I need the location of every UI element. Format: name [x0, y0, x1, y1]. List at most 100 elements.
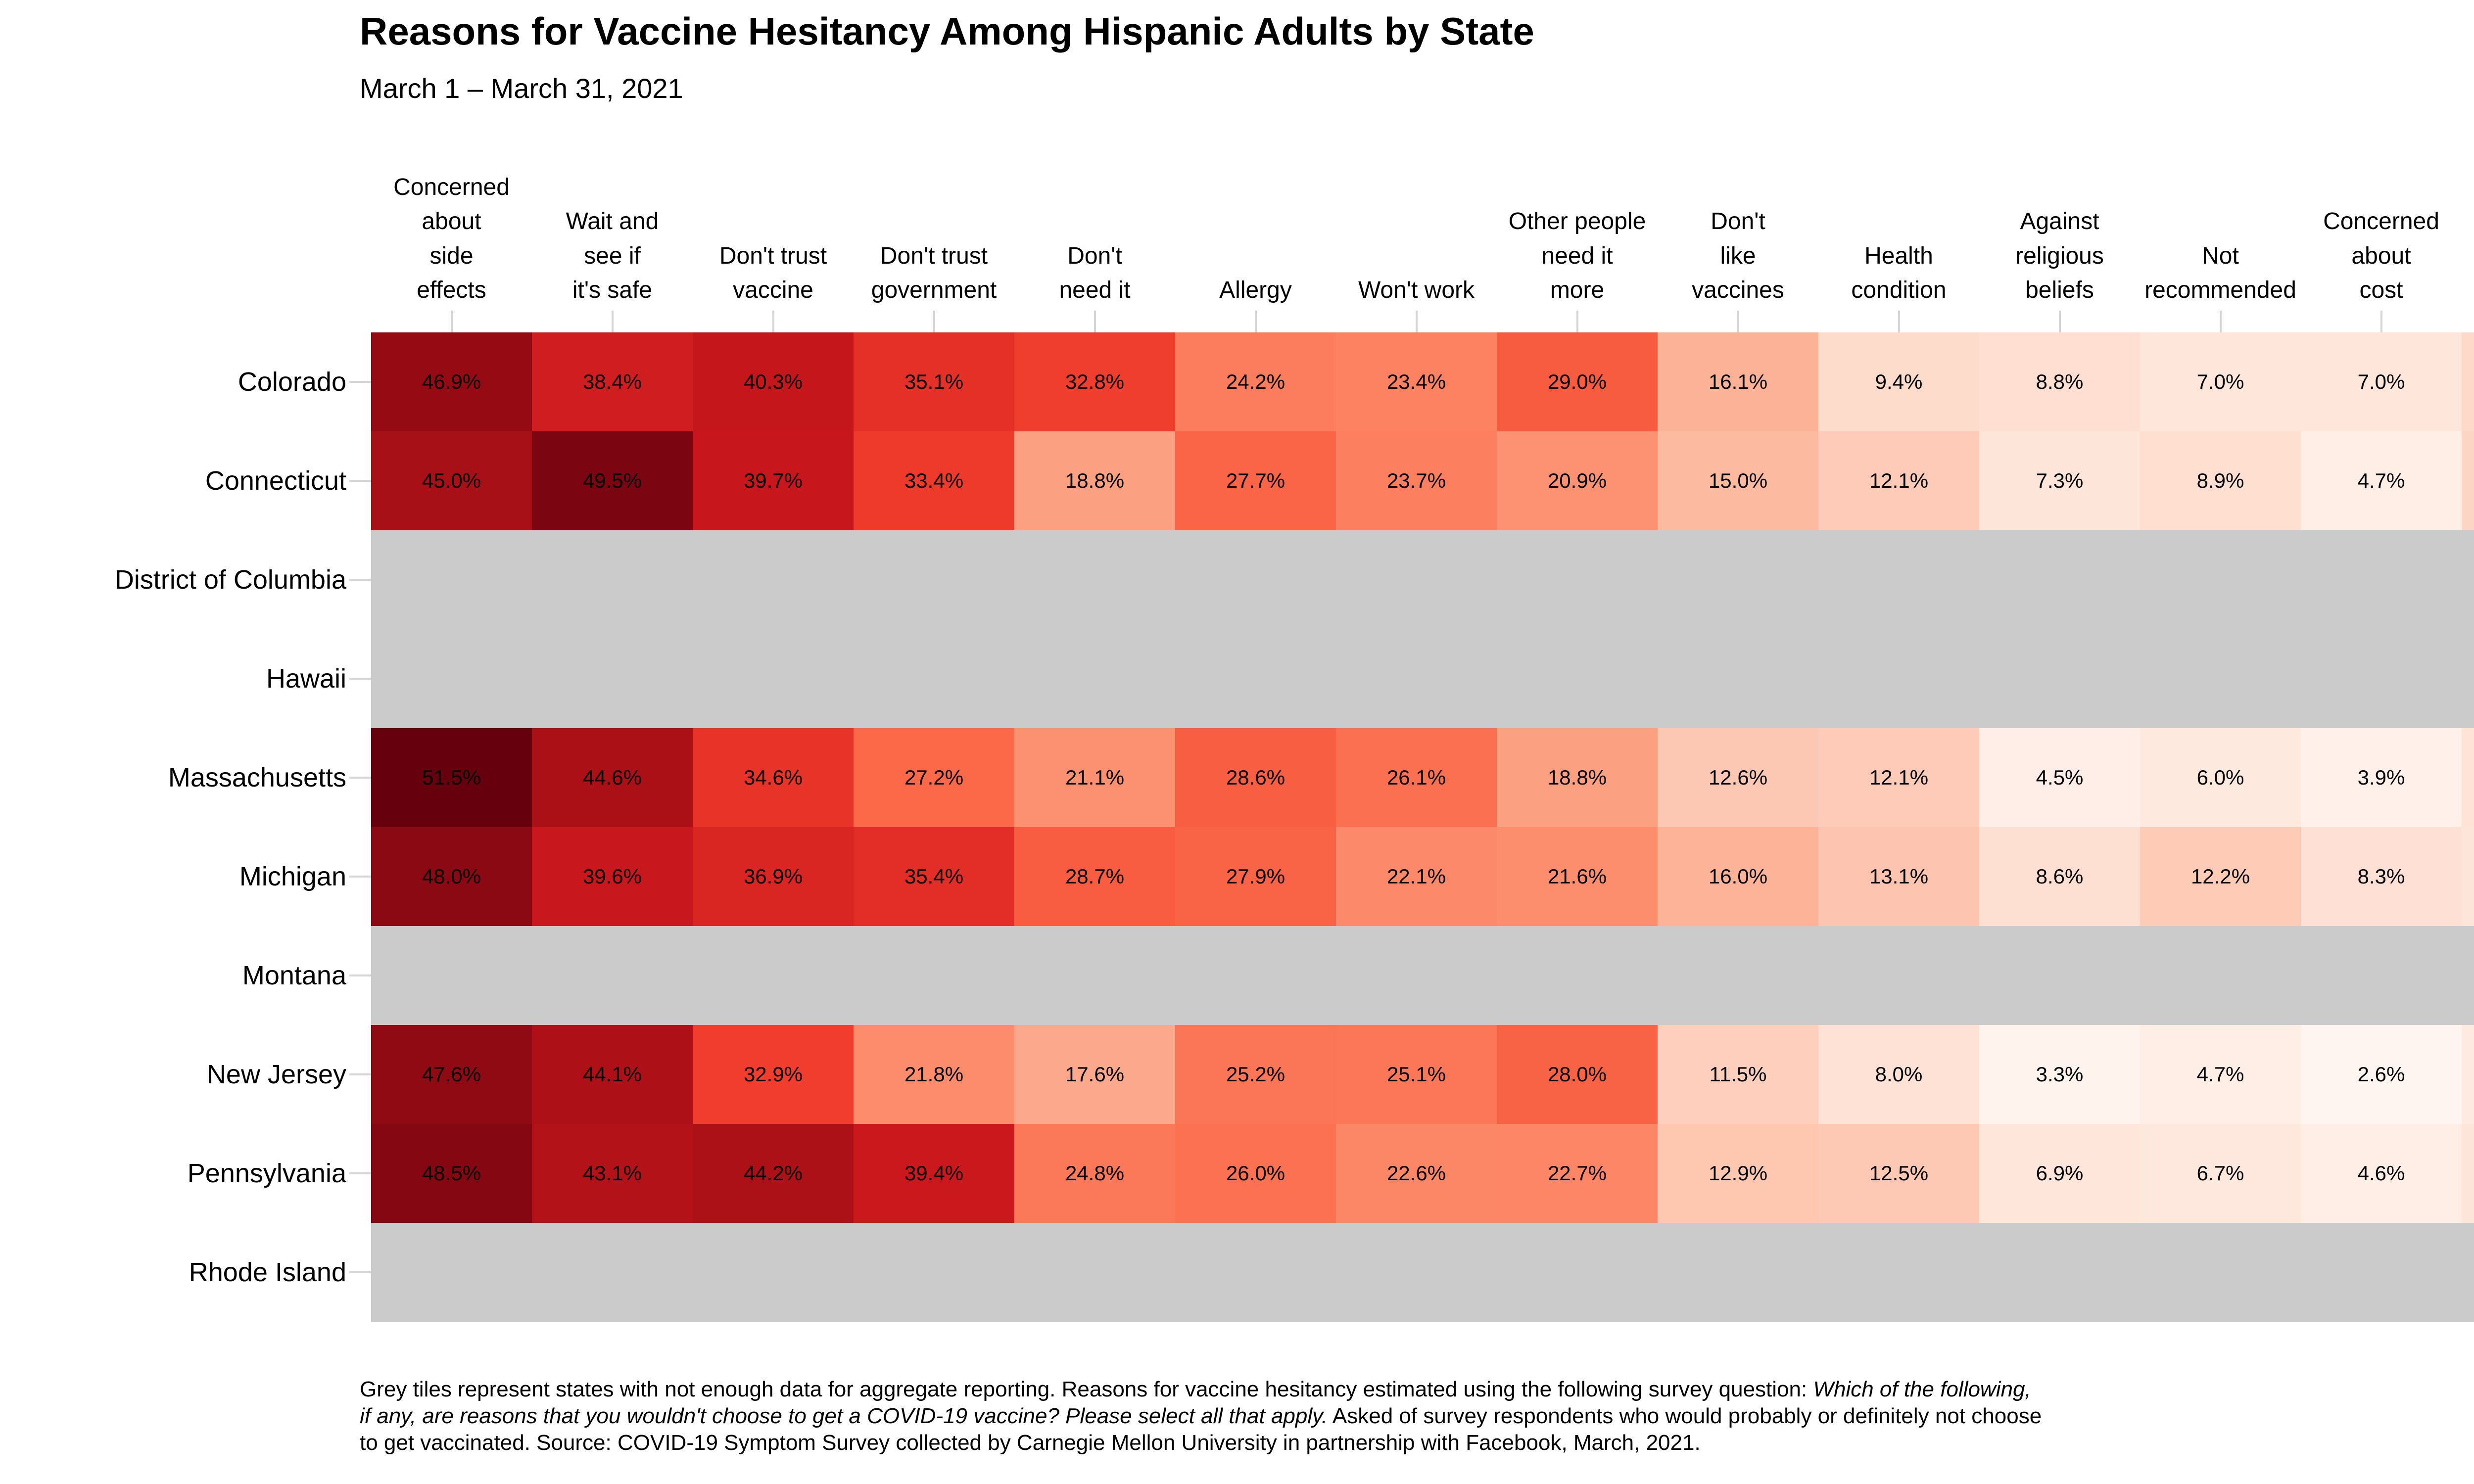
- heatmap-cell: 27.7%: [1175, 431, 1336, 530]
- cell-value-label: 12.6%: [1708, 766, 1768, 789]
- no-data-row: [371, 926, 2474, 1025]
- column-header: Concerned about cost: [2323, 208, 2439, 304]
- cell-value-label: 7.3%: [2036, 469, 2084, 492]
- cell-value-label: 12.5%: [1869, 1161, 1929, 1185]
- cell-value-label: 20.9%: [1547, 469, 1607, 492]
- cell-value-label: 29.0%: [1547, 370, 1607, 393]
- left-axis-tick: [349, 1073, 371, 1075]
- cell-value-label: 9.4%: [1875, 370, 1923, 393]
- heatmap-cell: 18.8%: [1014, 431, 1175, 530]
- heatmap-cell: 44.1%: [532, 1025, 693, 1124]
- top-axis-tick: [933, 311, 935, 332]
- cell-value-label: 34.6%: [743, 766, 803, 789]
- cell-value-label: 6.0%: [2196, 766, 2244, 789]
- heatmap-cell: 48.0%: [371, 827, 532, 926]
- cell-value-label: 7.0%: [2357, 370, 2405, 393]
- heatmap-cell: 5.7%: [2462, 1025, 2474, 1124]
- column-header: Don't need it: [1059, 242, 1131, 304]
- column-header: Not recommended: [2144, 242, 2296, 304]
- cell-value-label: 32.9%: [743, 1063, 803, 1086]
- heatmap-cell: 26.1%: [1336, 728, 1497, 827]
- cell-value-label: 12.1%: [1869, 766, 1929, 789]
- cell-value-label: 46.9%: [422, 370, 481, 393]
- heatmap-cell: 28.7%: [1014, 827, 1175, 926]
- heatmap-cell: 21.8%: [854, 1025, 1014, 1124]
- cell-value-label: 48.0%: [422, 865, 481, 888]
- cell-value-label: 7.0%: [2196, 370, 2244, 393]
- cell-value-label: 12.2%: [2190, 865, 2250, 888]
- cell-value-label: 44.2%: [743, 1161, 803, 1185]
- cell-value-label: 27.9%: [1226, 865, 1285, 888]
- heatmap-cell: 12.9%: [1658, 1124, 1818, 1223]
- cell-value-label: 33.4%: [904, 469, 964, 492]
- cell-value-label: 47.6%: [422, 1063, 481, 1086]
- heatmap-cell: 3.3%: [1979, 1025, 2140, 1124]
- heatmap-cell: 32.9%: [693, 1025, 854, 1124]
- heatmap-cell: 4.6%: [2301, 1124, 2462, 1223]
- heatmap-cell: 49.5%: [532, 431, 693, 530]
- cell-value-label: 24.2%: [1226, 370, 1285, 393]
- row-label: Rhode Island: [189, 1257, 346, 1287]
- heatmap-cell: 47.6%: [371, 1025, 532, 1124]
- heatmap-cell: 16.0%: [1658, 827, 1818, 926]
- heatmap-cell: 8.0%: [1818, 1025, 1979, 1124]
- top-axis-tick: [1415, 311, 1418, 332]
- cell-value-label: 16.0%: [1708, 865, 1768, 888]
- top-axis-tick: [2380, 311, 2382, 332]
- top-axis-tick: [772, 311, 774, 332]
- no-data-row: [371, 530, 2474, 629]
- heatmap-cell: 21.6%: [1497, 827, 1658, 926]
- row-label: District of Columbia: [114, 565, 346, 595]
- cell-value-label: 8.6%: [2036, 865, 2084, 888]
- footnote-italic-text: if any, are reasons that you wouldn't ch…: [360, 1404, 1328, 1428]
- cell-value-label: 43.1%: [582, 1161, 642, 1185]
- heatmap-cell: 32.8%: [1014, 332, 1175, 431]
- top-axis-tick: [2058, 311, 2061, 332]
- heatmap-cell: 7.3%: [2462, 1124, 2474, 1223]
- cell-value-label: 22.1%: [1386, 865, 1446, 888]
- heatmap-cell: 17.6%: [1014, 1025, 1175, 1124]
- cell-value-label: 11.5%: [1709, 1063, 1767, 1086]
- heatmap-cell: 12.1%: [1818, 728, 1979, 827]
- cell-value-label: 39.4%: [904, 1161, 964, 1185]
- heatmap-cell: 24.8%: [1014, 1124, 1175, 1223]
- footnote-line: to get vaccinated. Source: COVID-19 Symp…: [360, 1430, 2474, 1456]
- heatmap-cell: 15.0%: [1658, 431, 1818, 530]
- heatmap-cell: 46.9%: [371, 332, 532, 431]
- column-header: Other people need it more: [1508, 208, 1646, 304]
- cell-value-label: 45.0%: [422, 469, 481, 492]
- cell-value-label: 25.1%: [1386, 1063, 1446, 1086]
- cell-value-label: 28.6%: [1226, 766, 1285, 789]
- heatmap-cell: 33.4%: [854, 431, 1014, 530]
- chart-subtitle: March 1 – March 31, 2021: [360, 73, 683, 104]
- column-header: Allergy: [1219, 277, 1292, 304]
- heatmap-cell: 35.1%: [854, 332, 1014, 431]
- heatmap-cell: 36.9%: [693, 827, 854, 926]
- cell-value-label: 8.3%: [2357, 865, 2405, 888]
- heatmap-cell: 7.3%: [1979, 431, 2140, 530]
- heatmap-grid: 46.9% 38.4% 40.3% 35.1% 32.8% 24.2% 23.4% 29.0%…: [371, 332, 2474, 1322]
- cell-value-label: 15.0%: [1708, 469, 1768, 492]
- heatmap-cell: 13.1%: [1818, 827, 1979, 926]
- heatmap-cell: 10.5%: [2462, 431, 2474, 530]
- heatmap-cell: 12.1%: [1818, 431, 1979, 530]
- heatmap-cell: 40.3%: [693, 332, 854, 431]
- cell-value-label: 26.0%: [1226, 1161, 1285, 1185]
- row-label: Michigan: [239, 862, 346, 891]
- column-header: Against religious beliefs: [2015, 208, 2104, 304]
- heatmap-cell: 4.7%: [2301, 431, 2462, 530]
- no-data-row: [371, 1223, 2474, 1322]
- cell-value-label: 22.7%: [1547, 1161, 1607, 1185]
- top-axis-tick: [611, 311, 614, 332]
- heatmap-cell: 7.8%: [2462, 728, 2474, 827]
- cell-value-label: 2.6%: [2357, 1063, 2405, 1086]
- footnote-text: Asked of survey respondents who would pr…: [1328, 1404, 2042, 1428]
- cell-value-label: 4.6%: [2357, 1161, 2405, 1185]
- cell-value-label: 21.1%: [1065, 766, 1125, 789]
- heatmap-cell: 8.3%: [2301, 827, 2462, 926]
- footnote-italic-text: Which of the following,: [1813, 1377, 2031, 1401]
- cell-value-label: 39.7%: [743, 469, 803, 492]
- cell-value-label: 18.8%: [1547, 766, 1607, 789]
- left-axis-tick: [349, 1172, 371, 1174]
